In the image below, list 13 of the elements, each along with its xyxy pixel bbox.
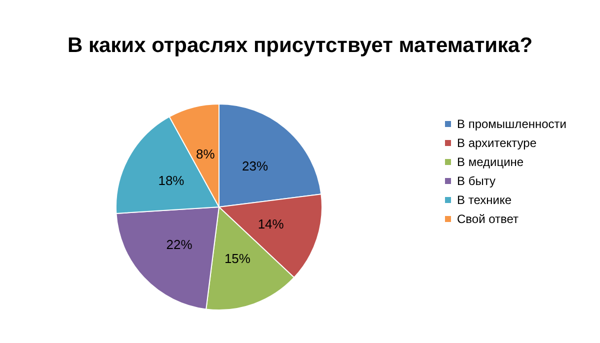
data-label: 22%	[166, 236, 193, 252]
legend-label: В быту	[457, 174, 496, 188]
data-label: 15%	[224, 250, 251, 266]
data-label: 8%	[196, 146, 216, 162]
legend-label: В медицине	[457, 155, 524, 169]
data-label: 23%	[242, 158, 268, 174]
legend-label: В архитектуре	[457, 136, 537, 150]
legend-label: В промышленности	[457, 117, 566, 131]
data-label: 18%	[158, 173, 185, 188]
chart-title: В каких отраслях присутствует математика?	[67, 34, 533, 57]
legend-label: Свой ответ	[457, 212, 520, 226]
legend-label: В технике	[457, 193, 512, 207]
data-label: 14%	[258, 216, 284, 232]
